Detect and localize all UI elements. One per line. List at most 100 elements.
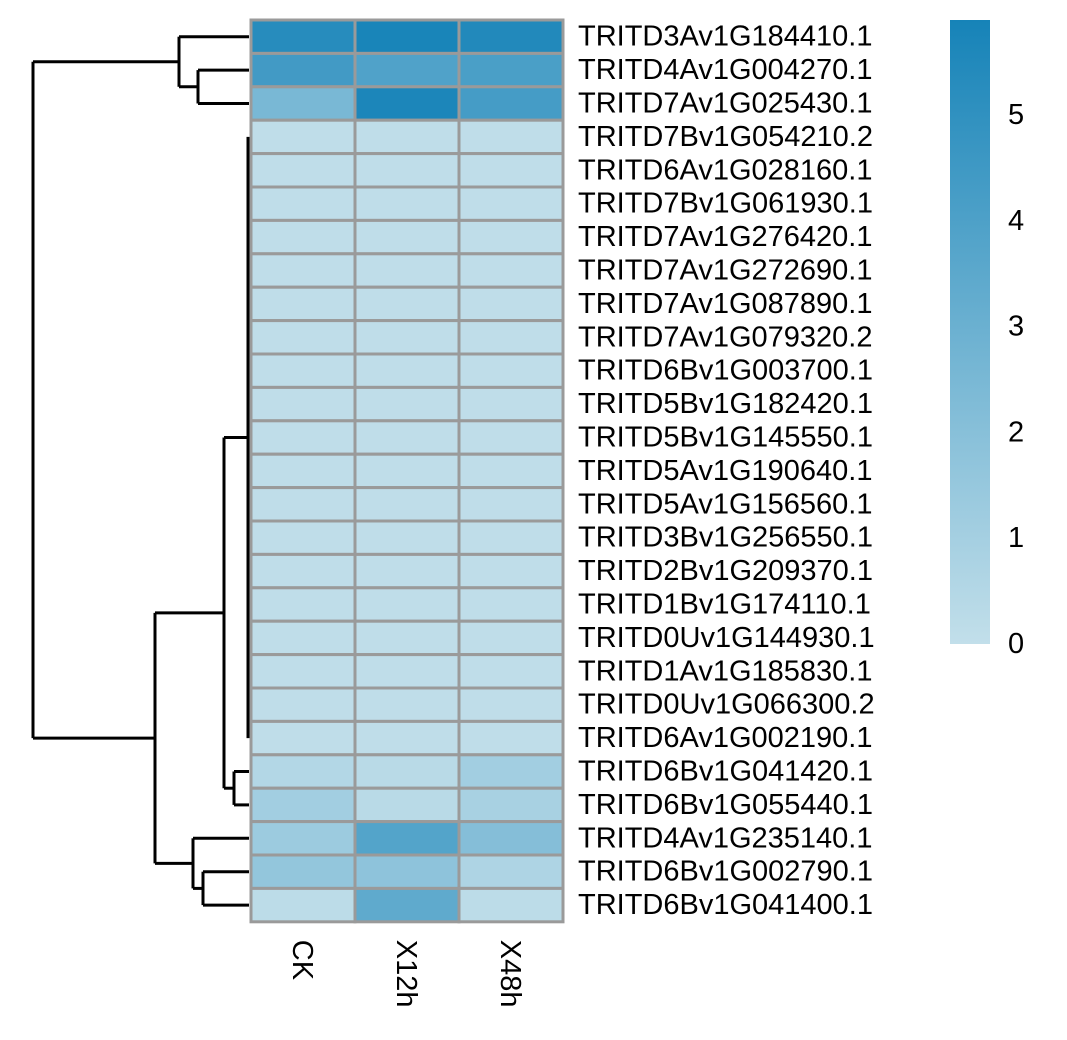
heatmap-cell [353,185,461,222]
heatmap-cell [249,786,357,824]
heatmap-cell [457,753,565,790]
legend-tick-label: 2 [1008,416,1024,448]
heatmap-cell [249,285,357,323]
heatmap-cell [249,552,357,590]
heatmap-cell [353,686,461,723]
heatmap-cell [457,519,565,556]
heatmap-cell [457,552,565,590]
heatmap-cell [457,653,565,690]
heatmap-cell [249,252,357,289]
row-label: TRITD1Av1G185830.1 [578,655,872,687]
heatmap-cell [353,285,461,323]
heatmap-cell [353,18,461,55]
heatmap-cell [353,653,461,690]
row-label: TRITD5Av1G156560.1 [578,488,872,520]
legend-tick-label: 5 [1008,99,1024,131]
row-label: TRITD5Bv1G182420.1 [578,388,873,420]
heatmap-cell [457,686,565,723]
row-label: TRITD2Bv1G209370.1 [578,555,873,587]
heatmap-cell [457,18,565,55]
heatmap-cell [457,419,565,456]
heatmap-cell [353,586,461,623]
heatmap-cell [249,85,357,122]
legend-tick-labels: 0 1 2 3 4 5 [1008,99,1024,660]
row-label: TRITD5Bv1G145550.1 [578,422,873,454]
heatmap-cell [353,452,461,490]
row-label: TRITD6Bv1G002790.1 [578,856,873,888]
heatmap-cell [353,619,461,657]
heatmap-cell [457,285,565,323]
heatmap-cell [249,319,357,356]
heatmap-cell [353,152,461,189]
legend-tick-label: 4 [1008,205,1024,237]
row-label: TRITD3Av1G184410.1 [578,21,872,53]
legend-tick-label: 1 [1008,522,1024,554]
heatmap-cell [249,419,357,456]
heatmap-cell [353,118,461,156]
row-label: TRITD7Av1G272690.1 [578,255,872,287]
row-label: TRITD3Bv1G256550.1 [578,522,873,554]
heatmap-cell [457,486,565,523]
heatmap-cell [249,185,357,222]
heatmap-cell [249,719,357,757]
heatmap-cell [249,519,357,556]
row-label: TRITD4Av1G235140.1 [578,822,872,854]
heatmap-cell [353,519,461,556]
row-label: TRITD0Uv1G066300.2 [578,689,875,721]
heatmap-cell [353,853,461,890]
heatmap-cell [249,886,357,924]
heatmap-cell [249,51,357,89]
row-label: TRITD4Av1G004270.1 [578,54,872,86]
heatmap-cell [353,51,461,89]
row-label: TRITD7Av1G079320.2 [578,321,872,353]
heatmap-cell [249,486,357,523]
heatmap-cell [353,820,461,857]
heatmap-cell [249,152,357,189]
heatmap-cell [353,486,461,523]
heatmap-cell [457,218,565,256]
heatmap-cell [353,252,461,289]
legend-tick-label: 3 [1008,311,1024,343]
column-label: X12h [390,940,422,1008]
heatmap-cell [353,319,461,356]
heatmap-cell [457,853,565,890]
heatmap-cell [457,252,565,289]
heatmap-cell [457,452,565,490]
heatmap-cells [249,18,565,924]
row-label: TRITD7Bv1G054210.2 [578,121,873,153]
heatmap-cell [457,118,565,156]
heatmap-cell [249,686,357,723]
heatmap-cell [249,753,357,790]
heatmap-cell [353,352,461,389]
heatmap-cell [457,352,565,389]
heatmap-cell [457,85,565,122]
row-label: TRITD6Bv1G055440.1 [578,789,873,821]
row-label: TRITD6Bv1G041420.1 [578,756,873,788]
row-dendrogram [31,35,250,907]
heatmap-cell [249,352,357,389]
heatmap-cell [353,786,461,824]
heatmap-cell [457,586,565,623]
heatmap-cell [457,619,565,657]
row-label: TRITD6Bv1G041400.1 [578,889,873,921]
heatmap-cell [353,419,461,456]
heatmap-cell [353,385,461,423]
heatmap-cell [457,820,565,857]
color-legend: 0 1 2 3 4 5 [950,20,1024,660]
heatmap-cell [353,886,461,924]
heatmap-cell [457,319,565,356]
heatmap-cell [353,218,461,256]
row-label: TRITD0Uv1G144930.1 [578,622,875,654]
row-label: TRITD7Av1G276420.1 [578,221,872,253]
heatmap-cell [249,18,357,55]
heatmap-cell [457,886,565,924]
heatmap-cell [249,820,357,857]
column-label: CK [286,940,318,981]
row-label: TRITD1Bv1G174110.1 [578,589,871,621]
column-label: X48h [494,940,526,1008]
heatmap-cell [457,385,565,423]
heatmap-cell [249,653,357,690]
heatmap-cell [249,619,357,657]
